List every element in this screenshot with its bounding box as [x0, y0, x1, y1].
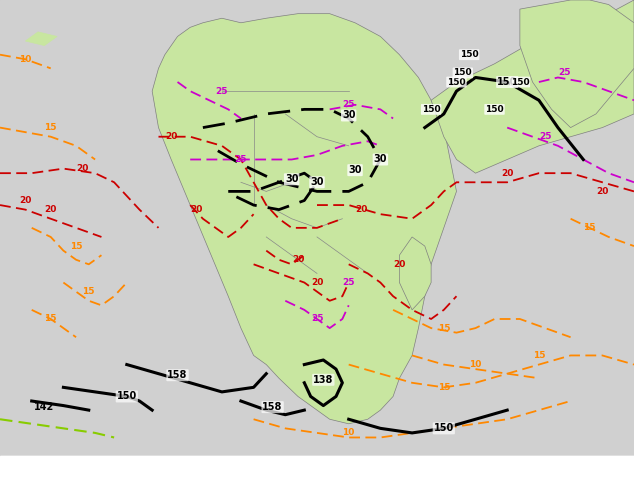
Text: Sa 25-05-2024 18:00 UTC (12+06): Sa 25-05-2024 18:00 UTC (12+06): [380, 464, 601, 477]
Text: 10: 10: [19, 55, 32, 64]
Text: 158: 158: [167, 370, 188, 380]
Text: 150: 150: [485, 105, 504, 114]
Text: 15: 15: [82, 287, 95, 296]
Text: 25: 25: [342, 100, 355, 109]
Polygon shape: [520, 0, 634, 127]
Text: 30: 30: [348, 165, 362, 175]
Text: 150: 150: [117, 392, 137, 401]
Text: 30: 30: [285, 174, 299, 184]
Text: 25: 25: [235, 155, 247, 164]
Text: 15: 15: [437, 383, 450, 392]
Text: 20: 20: [596, 187, 609, 196]
Text: 138: 138: [313, 375, 333, 385]
Text: 20: 20: [393, 260, 406, 269]
Text: 20: 20: [190, 205, 203, 214]
Text: 30: 30: [310, 177, 324, 187]
Text: 25: 25: [539, 132, 552, 141]
Text: 20: 20: [76, 164, 89, 173]
Polygon shape: [25, 32, 57, 46]
Text: Height/Temp. 850 hPa [gdpm] ECMWF: Height/Temp. 850 hPa [gdpm] ECMWF: [6, 464, 242, 477]
Text: ©weatheronline.co.uk: ©weatheronline.co.uk: [456, 480, 581, 490]
Text: 10: 10: [342, 428, 355, 438]
Text: 15: 15: [70, 242, 82, 250]
Text: 25: 25: [216, 87, 228, 96]
Text: 150: 150: [453, 69, 472, 77]
Text: 25: 25: [311, 315, 323, 323]
Text: 20: 20: [311, 278, 323, 287]
Text: 20: 20: [165, 132, 178, 141]
Text: 10: 10: [469, 360, 482, 369]
Text: 25: 25: [558, 69, 571, 77]
Polygon shape: [152, 14, 456, 424]
Text: 20: 20: [44, 205, 57, 214]
Text: 30: 30: [373, 154, 387, 165]
Text: 20: 20: [292, 255, 304, 264]
Text: 25: 25: [342, 278, 355, 287]
Text: 15: 15: [437, 323, 450, 333]
Text: 20: 20: [19, 196, 32, 205]
Text: 15: 15: [583, 223, 596, 232]
Text: 150: 150: [434, 423, 454, 433]
Text: 150: 150: [497, 77, 517, 87]
Text: 15: 15: [44, 315, 57, 323]
Text: 142: 142: [34, 402, 55, 412]
Polygon shape: [399, 237, 431, 310]
Text: 15: 15: [533, 351, 545, 360]
Text: 20: 20: [501, 169, 514, 178]
Text: 30: 30: [342, 110, 356, 121]
Text: 15: 15: [44, 123, 57, 132]
Text: 150: 150: [447, 77, 466, 87]
Polygon shape: [431, 0, 634, 173]
Text: 150: 150: [510, 77, 529, 87]
Text: 150: 150: [422, 105, 441, 114]
Text: 20: 20: [355, 205, 368, 214]
Text: 158: 158: [262, 402, 283, 412]
Text: 150: 150: [460, 50, 479, 59]
